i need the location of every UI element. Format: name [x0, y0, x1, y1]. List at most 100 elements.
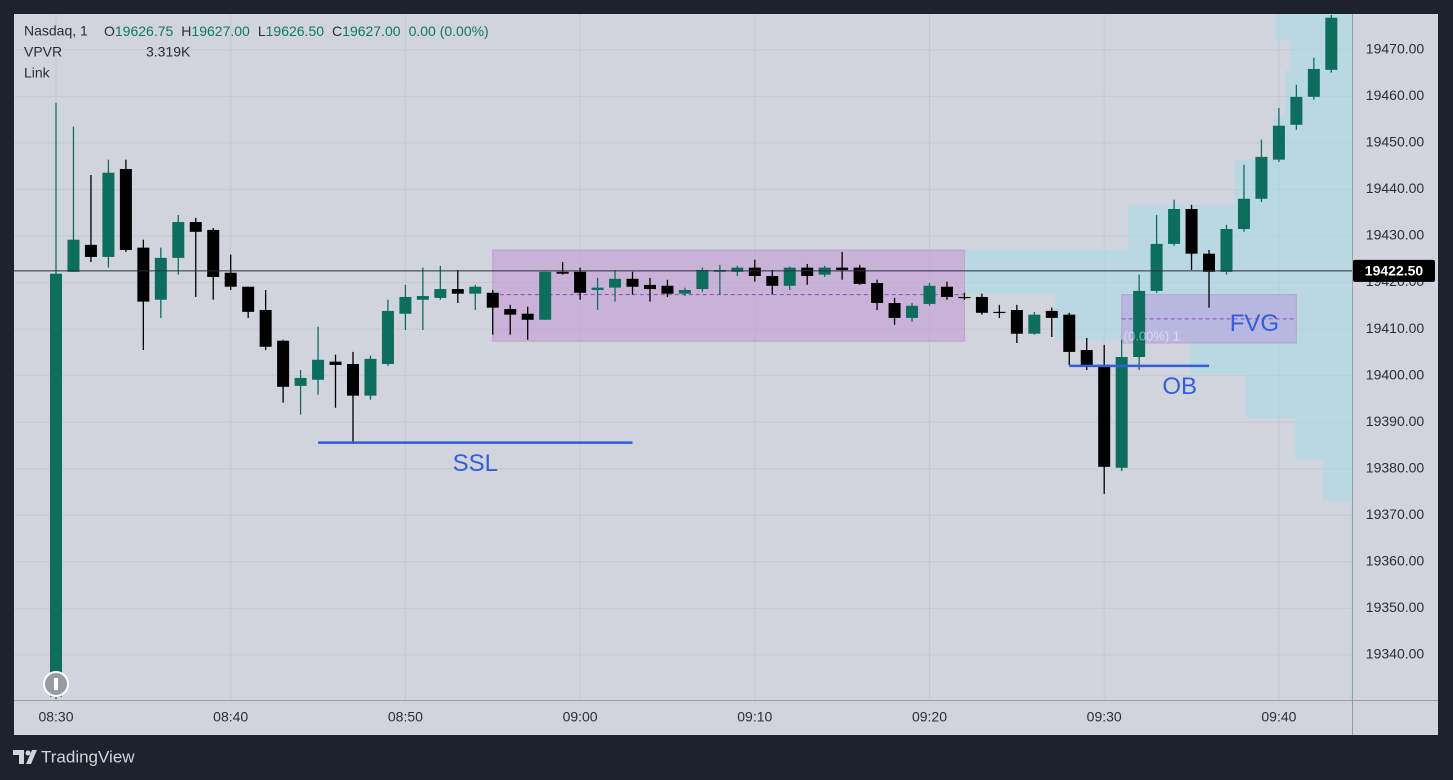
y-tick-label: 19340.00 [1366, 646, 1425, 662]
candle-body [521, 313, 534, 320]
logo-mark [13, 750, 37, 764]
volume-profile-bar [1290, 40, 1352, 70]
plot-area [14, 14, 1352, 700]
candle-body [1010, 309, 1023, 334]
candle-body [836, 267, 849, 270]
y-tick-label: 19390.00 [1366, 413, 1425, 429]
volume-profile-bar [1235, 159, 1352, 205]
change: 0.00 (0.00%) [409, 23, 489, 39]
candle-body [364, 358, 377, 396]
candle-body [119, 168, 132, 250]
candle-body [1325, 17, 1338, 70]
y-tick-label: 19460.00 [1366, 87, 1425, 103]
ohlc-label: H [181, 23, 191, 39]
candle-body [189, 222, 202, 232]
candle-body [469, 286, 482, 294]
candle-body [888, 303, 901, 318]
candle-body [242, 286, 255, 312]
candle-body [748, 267, 761, 277]
y-tick-label: 19430.00 [1366, 227, 1425, 243]
ohlc-value: 19626.75 [115, 23, 174, 39]
ohlc-label: L [258, 23, 266, 39]
candle-body [504, 309, 517, 315]
candle-body [1220, 229, 1233, 272]
candle-body [853, 267, 866, 284]
x-tick-label: 08:40 [213, 709, 248, 725]
y-tick-label: 19440.00 [1366, 180, 1425, 196]
candle-body [1290, 96, 1303, 125]
y-tick-label: 19350.00 [1366, 599, 1425, 615]
candle-body [1272, 125, 1285, 160]
volume-profile-bar [1350, 501, 1352, 700]
candle-body [67, 239, 80, 272]
y-tick-label: 19470.00 [1366, 41, 1425, 57]
candle-body [1028, 314, 1041, 334]
zone-label: FVG [1230, 310, 1279, 337]
volume-profile-bar [1275, 116, 1352, 160]
candle-body [1115, 357, 1128, 468]
candle-body [207, 229, 220, 277]
link[interactable]: Link [24, 65, 51, 81]
ohlc-label: C [332, 23, 342, 39]
candle-body [346, 363, 359, 396]
candle-body [678, 289, 691, 294]
candle-body [1307, 68, 1320, 97]
candle-body [312, 359, 325, 380]
x-tick-label: 09:20 [912, 709, 947, 725]
zone [492, 249, 965, 342]
x-tick-label: 09:40 [1261, 709, 1296, 725]
candle-body [154, 257, 167, 300]
x-tick-label: 09:00 [563, 709, 598, 725]
ohlc-value: 19627.00 [342, 23, 401, 39]
candle-body [1237, 198, 1250, 230]
candle-body [399, 296, 412, 314]
candle-body [906, 305, 919, 318]
logo-dot [25, 750, 31, 756]
last-price-label: 19422.50 [1365, 263, 1424, 279]
y-tick-label: 19400.00 [1366, 366, 1425, 382]
x-tick-label: 08:30 [38, 709, 73, 725]
candle-body [1045, 310, 1058, 318]
candle-body [626, 278, 639, 287]
volume-profile-bar [1245, 374, 1352, 418]
volume-profile-bar [1323, 459, 1352, 502]
level-label: SSL [453, 450, 498, 477]
y-tick-label: 19380.00 [1366, 459, 1425, 475]
candle-body [50, 273, 62, 697]
volume-profile-bar [1275, 14, 1352, 41]
y-tick-label: 19360.00 [1366, 552, 1425, 568]
candle-body [556, 271, 569, 274]
candle-body [1255, 156, 1268, 199]
x-tick-label: 08:50 [388, 709, 423, 725]
volume-profile-bar [1190, 339, 1352, 375]
candle-body [1080, 350, 1093, 367]
candle-body [1185, 209, 1198, 254]
candle-body [609, 278, 622, 288]
indicator: VPVR [24, 44, 62, 60]
candle-body [451, 289, 464, 294]
candle-body [696, 269, 709, 290]
candle-body [975, 296, 988, 313]
y-tick-label: 19410.00 [1366, 320, 1425, 336]
icon-glyph [54, 678, 58, 690]
ohlc-label: O [104, 23, 115, 39]
candle-body [958, 296, 971, 299]
candle-body [574, 271, 587, 293]
info-icon[interactable] [43, 671, 69, 697]
ohlc: O19626.75 H19627.00 L19626.50 C19627.00 0.00… [104, 23, 489, 39]
candle-body [172, 222, 185, 258]
candle-body [84, 244, 97, 257]
volume-profile-bar [1295, 417, 1352, 460]
candle-body [329, 361, 342, 365]
candle-body [1203, 253, 1216, 272]
candle-body [783, 267, 796, 286]
x-tick-label: 09:30 [1087, 709, 1122, 725]
ohlc-value: 19626.50 [266, 23, 325, 39]
candle-body [993, 311, 1006, 314]
tv-logo [13, 750, 37, 764]
candle-body [643, 284, 656, 290]
candle-body [137, 247, 150, 302]
candle-body [731, 267, 744, 272]
candle-body [381, 310, 394, 364]
